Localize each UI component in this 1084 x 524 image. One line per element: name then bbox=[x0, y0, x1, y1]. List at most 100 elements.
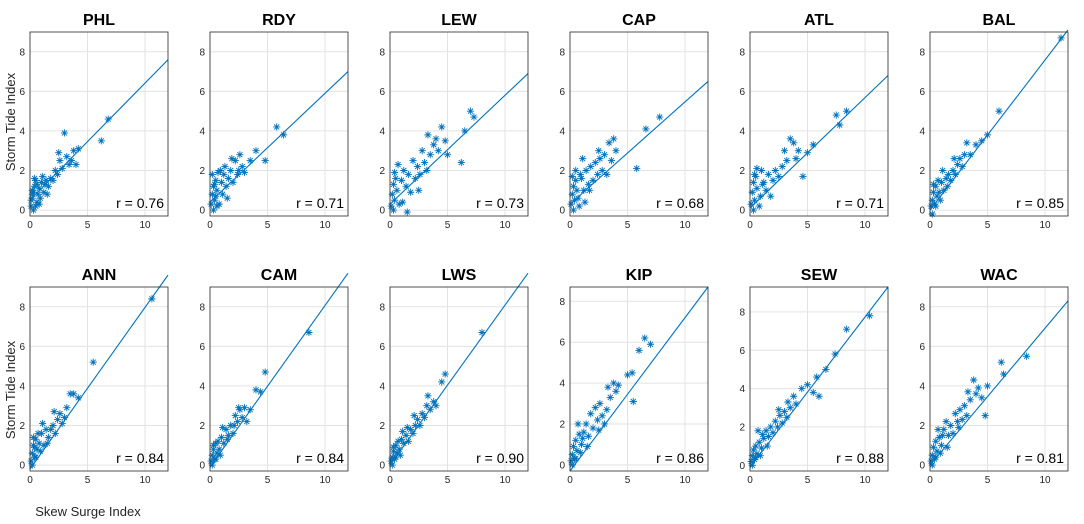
data-point bbox=[395, 445, 403, 453]
data-point bbox=[567, 200, 575, 208]
x-tick-label: 0 bbox=[207, 475, 213, 486]
data-point bbox=[755, 438, 763, 446]
data-point bbox=[424, 131, 432, 139]
y-tick-label: 6 bbox=[379, 342, 385, 353]
regression-line bbox=[389, 73, 529, 205]
data-point bbox=[222, 182, 230, 190]
y-tick-label: 0 bbox=[379, 206, 385, 217]
data-point bbox=[33, 180, 41, 188]
data-point bbox=[594, 416, 602, 424]
y-tick-label: 6 bbox=[559, 338, 565, 349]
data-point bbox=[574, 194, 582, 202]
data-point bbox=[784, 398, 792, 406]
data-point bbox=[65, 160, 73, 169]
subplot-title: ATL bbox=[804, 12, 834, 29]
axes-frame bbox=[29, 31, 169, 217]
data-point bbox=[273, 123, 281, 131]
data-point bbox=[240, 404, 249, 412]
data-point bbox=[209, 445, 218, 453]
data-point bbox=[243, 417, 251, 426]
data-point bbox=[569, 206, 578, 214]
data-point bbox=[591, 404, 599, 412]
data-point bbox=[409, 157, 417, 165]
data-point bbox=[74, 394, 82, 402]
y-tick-label: 2 bbox=[19, 421, 25, 432]
data-point bbox=[612, 387, 620, 395]
data-point bbox=[762, 427, 770, 435]
correlation-label: r = 0.85 bbox=[1016, 195, 1064, 211]
data-point bbox=[983, 131, 992, 139]
x-tick-label: 5 bbox=[805, 220, 811, 231]
data-point bbox=[40, 441, 48, 449]
data-point bbox=[28, 194, 36, 202]
data-point bbox=[215, 445, 223, 453]
data-point bbox=[783, 157, 791, 165]
data-point bbox=[748, 188, 756, 196]
data-point bbox=[43, 190, 51, 198]
data-point bbox=[28, 190, 36, 198]
subplot-title: WAC bbox=[980, 267, 1018, 284]
y-tick-label: 4 bbox=[199, 381, 205, 392]
data-point bbox=[642, 125, 650, 133]
y-tick-label: 4 bbox=[559, 126, 565, 137]
data-point bbox=[646, 340, 655, 348]
data-point bbox=[956, 406, 964, 414]
data-point bbox=[97, 137, 105, 145]
data-point bbox=[461, 127, 469, 135]
regression-line bbox=[569, 286, 709, 472]
data-point bbox=[207, 457, 215, 465]
data-point bbox=[404, 170, 412, 179]
subplot-cam: 0 5 10 0 2 4 6 8 CAM r = 0.84 bbox=[199, 267, 349, 486]
data-point bbox=[931, 200, 939, 208]
data-point bbox=[956, 155, 964, 163]
data-point bbox=[231, 157, 239, 165]
data-point bbox=[809, 141, 817, 149]
data-point bbox=[580, 428, 588, 436]
regression-line bbox=[389, 272, 529, 466]
data-point bbox=[393, 449, 401, 457]
data-point bbox=[432, 135, 440, 143]
data-point bbox=[387, 202, 395, 210]
data-point bbox=[395, 200, 403, 208]
data-point bbox=[27, 202, 35, 210]
data-point bbox=[410, 412, 418, 420]
y-tick-label: 0 bbox=[919, 461, 925, 472]
y-tick-label: 6 bbox=[199, 87, 205, 98]
y-tick-label: 8 bbox=[19, 302, 25, 313]
data-point bbox=[409, 429, 417, 438]
y-tick-label: 4 bbox=[379, 381, 385, 392]
y-tick-label: 8 bbox=[379, 302, 385, 313]
data-point bbox=[574, 420, 582, 428]
subplot-atl: 0 5 10 0 2 4 6 8 ATL r = 0.71 bbox=[739, 12, 889, 231]
data-point bbox=[434, 147, 442, 155]
data-point bbox=[569, 442, 578, 451]
data-point bbox=[426, 406, 434, 414]
y-tick-label: 4 bbox=[739, 126, 745, 137]
data-point bbox=[400, 439, 408, 447]
x-axis-label: Skew Surge Index bbox=[35, 504, 141, 519]
data-point bbox=[951, 410, 959, 418]
y-tick-label: 0 bbox=[199, 206, 205, 217]
data-point bbox=[430, 141, 438, 149]
axes-frame bbox=[929, 286, 1069, 472]
data-point bbox=[70, 390, 78, 398]
data-point bbox=[389, 447, 398, 455]
data-point bbox=[426, 151, 434, 159]
subplot-title: CAM bbox=[261, 267, 297, 284]
data-point bbox=[751, 170, 759, 179]
data-point bbox=[944, 431, 952, 439]
data-point bbox=[55, 149, 63, 157]
subplot-title: BAL bbox=[983, 12, 1016, 29]
data-point bbox=[981, 412, 989, 420]
data-point bbox=[572, 436, 580, 444]
x-tick-label: 5 bbox=[625, 220, 631, 231]
data-point bbox=[457, 158, 465, 167]
data-point bbox=[951, 170, 959, 179]
data-point bbox=[1057, 34, 1065, 42]
data-point bbox=[261, 368, 269, 376]
data-point bbox=[760, 178, 768, 186]
data-point bbox=[929, 180, 938, 188]
axes-frame bbox=[389, 286, 529, 472]
data-point bbox=[753, 164, 761, 173]
subplot-sew: 0 5 10 0 2 4 6 8 SEW r = 0.88 bbox=[739, 267, 889, 486]
